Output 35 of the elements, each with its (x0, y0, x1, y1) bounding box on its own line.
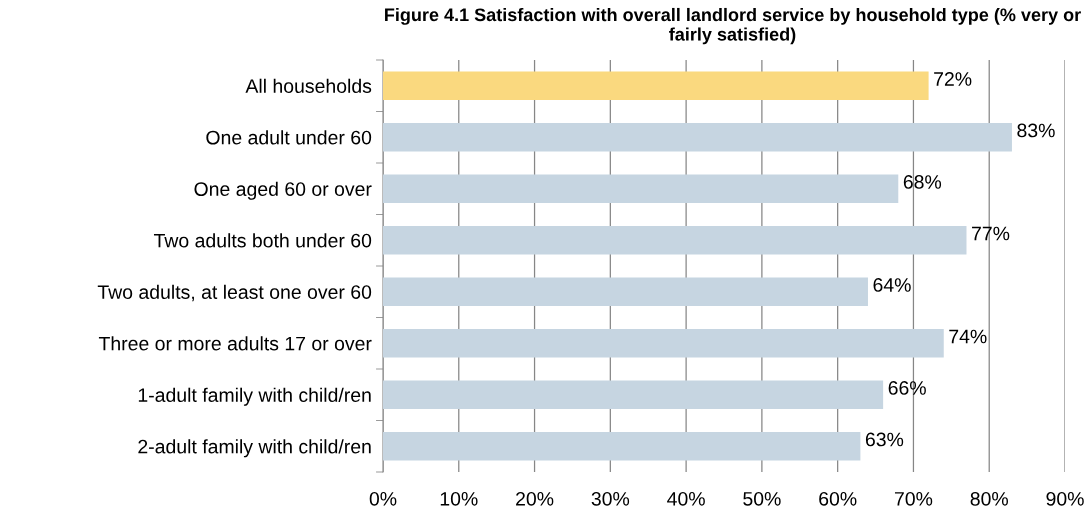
bar (383, 71, 929, 100)
x-tick-label: 70% (894, 491, 933, 506)
bar (383, 123, 1012, 152)
x-tick-label: 50% (743, 491, 781, 506)
data-label: 74% (949, 329, 987, 344)
data-label: 77% (972, 226, 1010, 241)
bar (383, 432, 861, 461)
y-tick-label: One adult under 60 (206, 130, 372, 145)
data-label: 63% (865, 432, 904, 447)
x-tick-label: 60% (819, 491, 857, 506)
y-tick-label: Two adults, at least one over 60 (97, 284, 372, 302)
x-tick-label: 80% (970, 491, 1008, 506)
x-tick-label: 90% (1046, 491, 1084, 506)
chart-title: Figure 4.1 Satisfaction with overall landlord service by household type (% very or fairly satisfied) (385, 7, 1081, 45)
bar (383, 277, 868, 306)
y-tick-label: 2-adult family with child/ren (138, 439, 371, 458)
bar (383, 174, 899, 203)
x-tick-label: 30% (591, 491, 630, 506)
bar (383, 329, 944, 358)
y-tick-label: Two adults both under 60 (153, 233, 372, 248)
data-label: 68% (903, 175, 942, 189)
data-label: 72% (934, 72, 972, 86)
data-label: 83% (1017, 123, 1055, 138)
x-tick-label: 0% (369, 491, 397, 506)
bar (383, 226, 967, 255)
data-label: 64% (873, 278, 911, 292)
y-tick-label: Three or more adults 17 or over (98, 336, 372, 351)
y-tick-label: One aged 60 or over (194, 181, 372, 200)
y-tick-label: 1-adult family with child/ren (138, 387, 371, 406)
x-tick-label: 40% (667, 491, 705, 506)
x-tick-label: 20% (516, 491, 554, 506)
data-label: 66% (888, 381, 926, 395)
bar (383, 380, 884, 409)
x-tick-label: 10% (440, 491, 478, 506)
y-tick-label: All households (245, 78, 372, 93)
